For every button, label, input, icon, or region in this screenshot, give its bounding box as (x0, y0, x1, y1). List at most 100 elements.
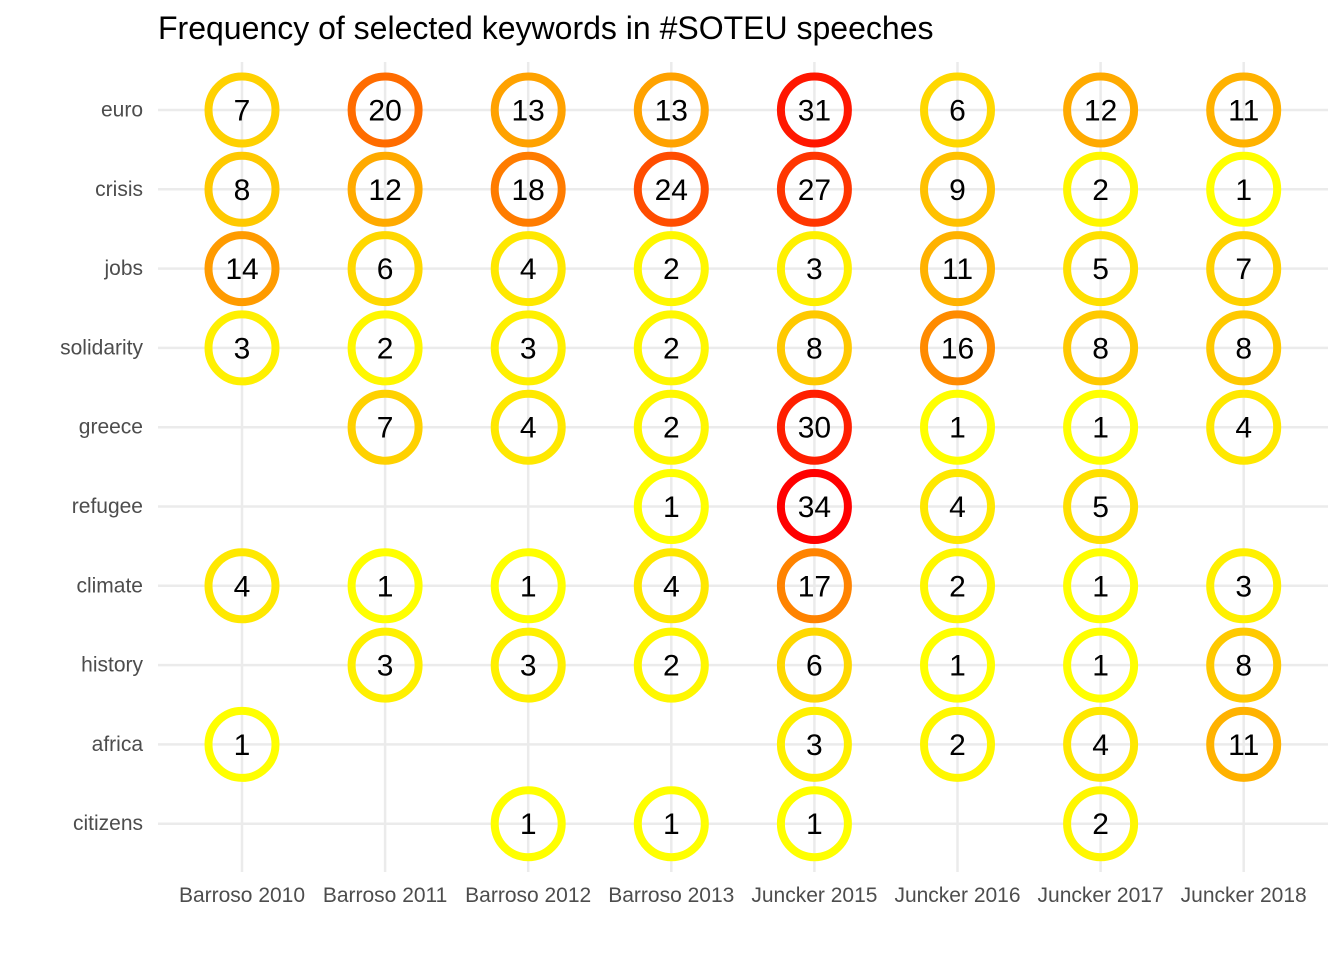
y-tick-label: jobs (103, 257, 143, 280)
value-ring (204, 72, 280, 148)
value-ring (776, 469, 852, 544)
value-ring (1206, 389, 1282, 465)
value-ring (920, 231, 995, 307)
value-ring (920, 310, 995, 386)
value-ring (204, 151, 280, 227)
value-label: 13 (512, 95, 545, 128)
value-ring (1063, 310, 1139, 386)
value-label: 2 (663, 650, 680, 683)
value-ring (347, 310, 423, 386)
value-ring (633, 548, 709, 624)
value-ring (920, 72, 995, 148)
value-ring (633, 231, 709, 307)
value-ring (776, 151, 852, 227)
value-ring (1063, 231, 1139, 307)
value-label: 2 (663, 332, 680, 365)
y-tick-label: refugee (72, 495, 143, 518)
value-label: 7 (1235, 253, 1252, 286)
value-ring (776, 627, 852, 703)
value-ring (776, 548, 852, 624)
value-ring (776, 786, 852, 862)
y-tick-label: citizens (73, 812, 143, 835)
value-ring (920, 706, 995, 782)
value-label: 2 (663, 412, 680, 445)
value-label: 14 (225, 253, 258, 286)
value-label: 5 (1092, 491, 1109, 524)
value-label: 4 (1092, 729, 1109, 762)
y-tick-label: history (81, 654, 143, 677)
value-label: 11 (942, 253, 973, 286)
value-ring (347, 389, 423, 465)
value-label: 27 (798, 174, 831, 207)
value-ring (1206, 706, 1282, 782)
value-ring (347, 72, 423, 148)
x-tick-label: Barroso 2011 (323, 884, 448, 907)
value-ring (490, 548, 566, 624)
value-label: 8 (1235, 650, 1252, 683)
value-label: 12 (1084, 95, 1117, 128)
value-label: 4 (234, 570, 251, 603)
y-tick-label: euro (101, 99, 143, 122)
value-ring (633, 627, 709, 703)
value-label: 8 (1235, 332, 1252, 365)
y-axis-labels: euro crisis jobs solidarity greece refugee cli… (60, 99, 143, 836)
value-label: 1 (663, 491, 680, 524)
value-ring (633, 786, 709, 862)
value-label: 2 (949, 570, 966, 603)
value-ring (776, 706, 852, 782)
x-tick-label: Juncker 2018 (1181, 884, 1307, 907)
value-ring (1063, 706, 1139, 782)
value-label: 1 (949, 412, 966, 445)
value-ring (633, 310, 709, 386)
value-label: 6 (949, 95, 966, 128)
value-ring (1063, 786, 1139, 862)
value-ring (1063, 72, 1139, 148)
y-tick-label: crisis (95, 178, 143, 201)
value-label: 1 (520, 570, 537, 603)
value-ring (920, 151, 995, 227)
value-ring (490, 786, 566, 862)
value-label: 30 (798, 412, 831, 445)
value-ring (490, 310, 566, 386)
value-label: 1 (1092, 650, 1109, 683)
value-ring (633, 151, 709, 227)
value-label: 1 (949, 650, 966, 683)
y-tick-label: climate (76, 574, 143, 597)
value-label: 3 (377, 650, 394, 683)
value-label: 31 (798, 95, 831, 128)
grid-lines (158, 62, 1328, 872)
value-label: 1 (377, 570, 394, 603)
value-ring (490, 627, 566, 703)
value-ring (1206, 151, 1282, 227)
value-label: 1 (1092, 412, 1109, 445)
y-tick-label: africa (92, 733, 144, 756)
value-label: 16 (941, 332, 974, 365)
value-label: 18 (512, 174, 545, 207)
value-ring (1206, 72, 1282, 148)
value-ring (204, 548, 280, 624)
value-label: 3 (806, 729, 823, 762)
value-label: 1 (1235, 174, 1252, 207)
value-label: 11 (1228, 95, 1259, 128)
value-ring (776, 389, 852, 465)
value-ring (1063, 469, 1139, 544)
x-tick-label: Barroso 2010 (179, 884, 305, 907)
value-label: 34 (798, 491, 831, 524)
value-label: 8 (1092, 332, 1109, 365)
value-ring (776, 310, 852, 386)
value-ring (920, 389, 995, 465)
x-tick-label: Barroso 2013 (608, 884, 734, 907)
value-label: 3 (806, 253, 823, 286)
value-label: 3 (520, 332, 537, 365)
value-label: 7 (377, 412, 394, 445)
value-label: 3 (1235, 570, 1252, 603)
value-label: 4 (520, 412, 537, 445)
value-label: 3 (520, 650, 537, 683)
value-ring (920, 469, 995, 544)
value-ring (347, 151, 423, 227)
value-ring (1063, 151, 1139, 227)
value-label: 2 (949, 729, 966, 762)
y-tick-label: solidarity (60, 336, 143, 359)
value-label: 7 (234, 95, 251, 128)
